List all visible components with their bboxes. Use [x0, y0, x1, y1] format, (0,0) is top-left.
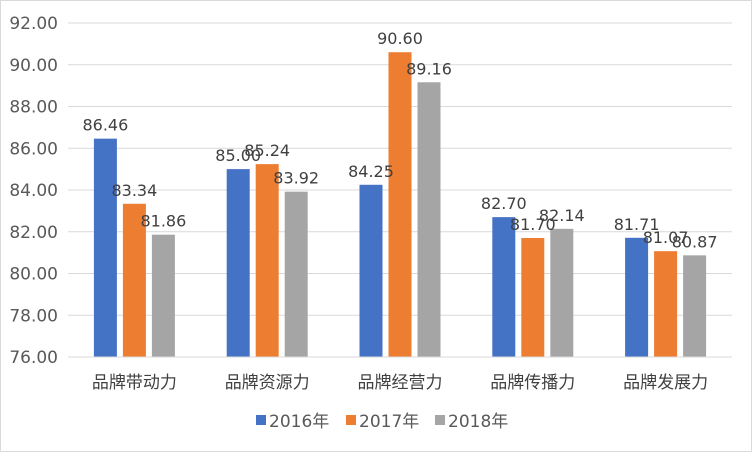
data-label: 84.25 [348, 162, 394, 181]
y-axis-tick-labels: 76.00 78.00 80.00 82.00 84.00 86.00 88.00 90.00… [9, 14, 58, 368]
data-label: 83.34 [111, 181, 157, 200]
legend-swatch [346, 415, 356, 425]
data-label: 81.07 [643, 228, 689, 247]
y-tick-label: 76.00 [9, 348, 58, 368]
bar [625, 237, 649, 357]
bar [93, 138, 117, 357]
y-tick-label: 92.00 [9, 14, 58, 34]
x-axis-category-labels: 品牌带动力 品牌资源力 品牌经营力 品牌传播力 品牌发展力 [92, 373, 708, 393]
legend-swatch [435, 415, 445, 425]
data-label: 83.92 [273, 169, 319, 188]
category-label: 品牌资源力 [225, 373, 310, 393]
y-tick-label: 86.00 [9, 139, 58, 159]
data-label: 85.00 [215, 146, 261, 165]
bar [122, 203, 146, 357]
bar [417, 82, 441, 357]
bar [521, 238, 545, 357]
bar [492, 217, 516, 357]
bar [151, 234, 175, 357]
bars [93, 52, 707, 357]
data-label: 86.46 [82, 116, 128, 135]
data-label: 90.60 [377, 29, 423, 48]
bar [284, 191, 308, 357]
data-label: 81.71 [614, 215, 660, 234]
y-tick-label: 90.00 [9, 56, 58, 76]
bar [550, 228, 574, 357]
legend-label: 2017年 [359, 412, 419, 432]
y-tick-label: 80.00 [9, 265, 58, 285]
data-label: 82.70 [481, 194, 527, 213]
legend: 2016年 2017年 2018年 [256, 412, 508, 432]
y-tick-label: 78.00 [9, 306, 58, 326]
data-label: 80.87 [672, 232, 718, 251]
bar [654, 251, 678, 357]
bar [388, 52, 412, 357]
bar [359, 184, 383, 357]
data-label: 81.86 [140, 212, 186, 231]
legend-label: 2016年 [269, 412, 329, 432]
y-tick-label: 88.00 [9, 98, 58, 118]
legend-swatch [256, 415, 266, 425]
data-label: 85.24 [244, 141, 290, 160]
category-label: 品牌带动力 [92, 373, 177, 393]
legend-label: 2018年 [448, 412, 508, 432]
data-label: 82.14 [539, 206, 585, 225]
y-tick-label: 84.00 [9, 181, 58, 201]
y-tick-label: 82.00 [9, 223, 58, 243]
bar [683, 255, 707, 357]
bar [226, 169, 250, 357]
category-label: 品牌传播力 [490, 373, 575, 393]
category-label: 品牌发展力 [623, 373, 708, 393]
category-label: 品牌经营力 [358, 373, 443, 393]
data-label: 89.16 [406, 59, 452, 78]
bar [255, 164, 279, 357]
data-label: 81.70 [510, 215, 556, 234]
